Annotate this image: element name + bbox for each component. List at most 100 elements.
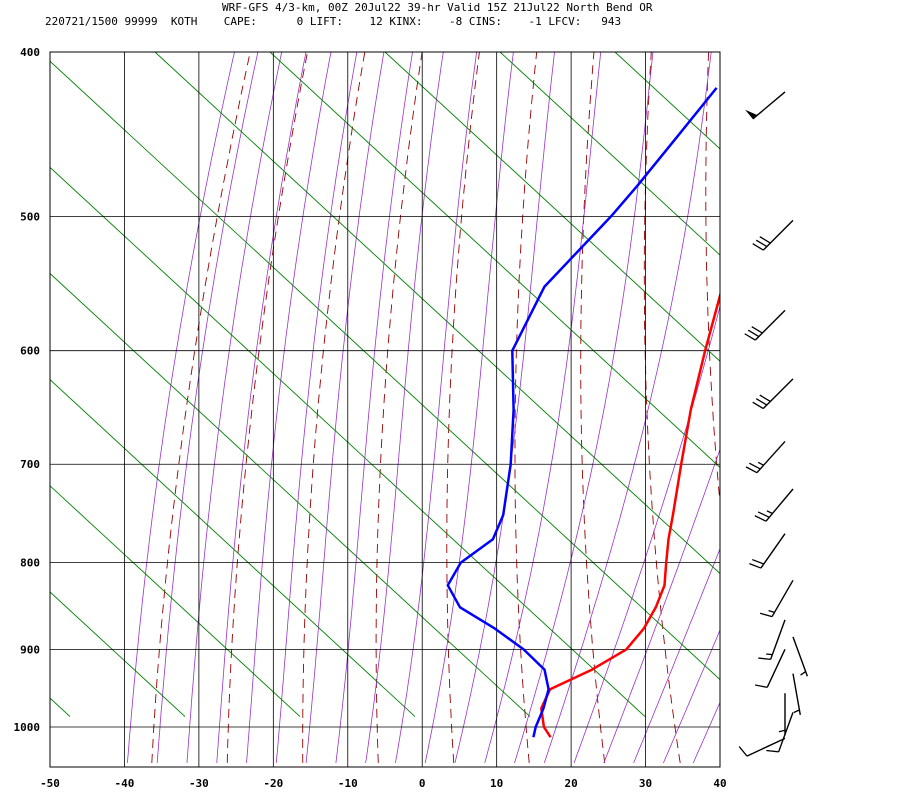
profiles [446, 87, 720, 738]
plot-frame [49, 51, 721, 768]
wind-barb-feather [758, 657, 771, 661]
moist-adiabat-line [305, 52, 385, 763]
moist-adiabat-line [663, 629, 720, 764]
dry-adiabat-line [302, 52, 366, 763]
x-tick-labels: -50 -40 -30 -20 -10 0 10 20 30 40 [40, 777, 727, 790]
x-tick-label: 40 [713, 777, 726, 790]
moist-adiabat-line [156, 52, 259, 763]
y-tick-label: 800 [20, 557, 40, 570]
wind-barb-feather [738, 746, 748, 757]
wind-barb-staff [762, 378, 794, 410]
wind-barb-staff [746, 737, 786, 757]
mixing-ratio-line [154, 52, 720, 575]
wind-barb-feather [744, 333, 756, 341]
y-tick-labels: 400 500 600 700 800 900 1000 [14, 46, 41, 734]
wind-barb-feather [755, 398, 768, 406]
dry-adiabat-line [446, 52, 480, 763]
wind-barb-staff [756, 440, 786, 474]
wind-barb-feather [749, 462, 761, 470]
wind-barb-staff [754, 309, 786, 341]
x-tick-label: 10 [490, 777, 503, 790]
wind-barb-feather [751, 326, 763, 334]
dry-adiabat-line [514, 52, 538, 763]
moist-adiabat-line [633, 547, 720, 764]
wind-barb-staff [792, 636, 809, 677]
wind-barb-half-feather [793, 709, 800, 714]
wind-barb-feather [754, 515, 767, 522]
wind-barb [754, 648, 786, 688]
dry-adiabat-line [705, 52, 720, 507]
dry-adiabat-line [226, 52, 308, 763]
mixing-ratio-line [50, 272, 531, 717]
wind-barb-half-feather [757, 461, 764, 466]
wind-barb [752, 219, 794, 251]
moist-adiabat-line [753, 14, 900, 763]
x-tick-label: -10 [338, 777, 358, 790]
moist-adiabat-line [395, 52, 478, 763]
y-tick-label: 400 [20, 46, 40, 59]
wind-barb [745, 91, 786, 120]
moist-adiabat-line [484, 52, 602, 763]
wind-barb [758, 619, 786, 661]
mixing-ratio-line [50, 485, 301, 717]
wind-barb-half-feather [800, 671, 807, 676]
chart-subtitle: 220721/1500 99999 KOTH CAPE: 0 LIFT: 12 … [45, 15, 622, 28]
dewpoint-profile [446, 87, 718, 738]
mixing-ratio-line [384, 52, 720, 362]
wind-barb-feather [757, 511, 770, 518]
wind-barb-staff [760, 533, 786, 569]
wind-barb-feather [752, 243, 764, 251]
moist-adiabat-line [127, 52, 235, 763]
y-tick-label: 700 [20, 458, 40, 471]
moist-adiabat-line [424, 52, 514, 763]
wind-barb-feather [751, 558, 765, 565]
moist-adiabat-line [692, 701, 720, 764]
wind-barb [738, 737, 786, 757]
moist-adiabat-line [543, 52, 712, 764]
dry-adiabat-line [643, 52, 681, 763]
mixing-ratio-line [614, 52, 720, 150]
dry-adiabat-line [580, 52, 606, 763]
wind-barb-staff [777, 712, 794, 753]
wind-barb-staff [762, 219, 794, 251]
grid-lines [50, 52, 720, 767]
wind-barb-feather [759, 612, 773, 618]
wind-barb-staff [765, 488, 794, 522]
wind-barbs [738, 91, 809, 757]
y-tick-label: 1000 [14, 721, 41, 734]
mixing-ratio-line [50, 166, 646, 717]
moist-adiabat-line [603, 447, 720, 764]
x-tick-label: 20 [564, 777, 577, 790]
wind-barb-half-feather [778, 729, 786, 733]
wind-barb-feather [759, 394, 771, 403]
wind-barb-staff [766, 648, 786, 688]
wind-barb-feather [745, 466, 758, 474]
wind-barb-feather [754, 684, 768, 688]
wind-barb [792, 636, 809, 677]
moist-adiabat-line [365, 52, 444, 763]
mixing-ratio-line [50, 591, 186, 717]
wind-barb-pennant [745, 109, 758, 119]
mixing-ratio-line [50, 379, 416, 717]
temperature-profile [540, 291, 720, 738]
wind-barb-feather [755, 239, 768, 248]
wind-barb-half-feather [766, 653, 773, 656]
moist-adiabat-line [186, 52, 283, 763]
wind-barb-half-feather [768, 610, 775, 613]
moist-adiabat-line [246, 52, 332, 763]
background-lines [50, 14, 900, 764]
x-tick-label: 0 [419, 777, 426, 790]
moist-adiabat-line [275, 52, 358, 763]
x-tick-label: -50 [40, 777, 60, 790]
mixing-ratio-line [50, 60, 720, 681]
mixing-ratio-line [269, 52, 720, 468]
moist-adiabat-line [723, 14, 900, 763]
mixing-ratio-line [499, 52, 720, 256]
dry-adiabat-line [375, 52, 423, 763]
wind-barb [749, 533, 786, 569]
moist-adiabat-line [216, 52, 307, 763]
mixing-ratio-line [50, 697, 71, 717]
moist-adiabat-line [335, 52, 413, 763]
x-tick-label: -20 [263, 777, 283, 790]
